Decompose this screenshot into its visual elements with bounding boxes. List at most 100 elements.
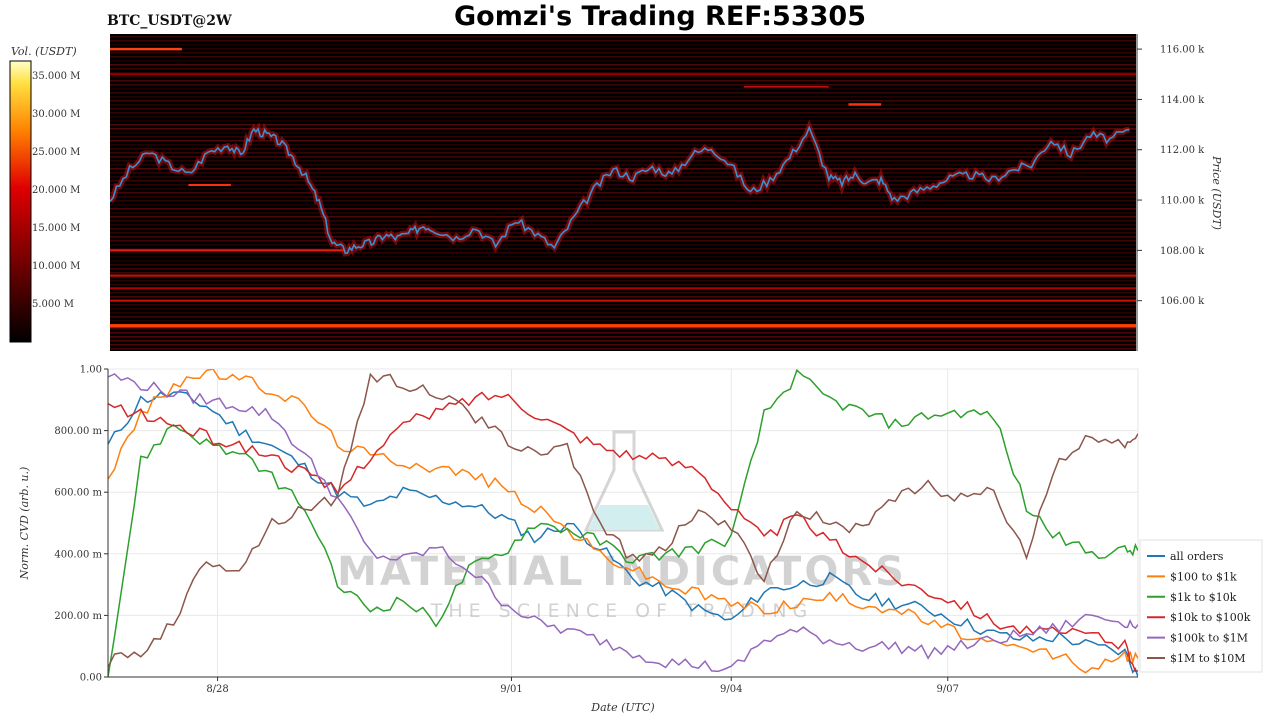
heatmap-band xyxy=(110,192,1136,194)
colorbar-tick-label: 25.000 M xyxy=(32,147,80,158)
heatmap-band xyxy=(110,268,1136,270)
heatmap-band xyxy=(110,152,1136,154)
heatmap-level xyxy=(110,299,1136,302)
heatmap-band xyxy=(110,144,1136,146)
price-tick-label: 114.00 k xyxy=(1160,95,1205,106)
heatmap-band xyxy=(110,156,1136,158)
heatmap-band xyxy=(110,180,1136,182)
heatmap-band xyxy=(110,348,1136,350)
heatmap-band xyxy=(110,312,1136,314)
heatmap-band xyxy=(110,212,1136,214)
heatmap-band xyxy=(110,68,1136,70)
heatmap-band xyxy=(110,100,1136,102)
heatmap-band xyxy=(110,140,1136,142)
heatmap-band xyxy=(110,80,1136,82)
heatmap-band xyxy=(110,200,1136,202)
price-tick-label: 110.00 k xyxy=(1160,196,1205,207)
cvd-tick-label: 1.00 xyxy=(80,365,102,376)
heatmap-band xyxy=(110,148,1136,150)
heatmap-band xyxy=(110,304,1136,306)
date-tick-label: 8/28 xyxy=(206,684,228,695)
heatmap-band xyxy=(110,168,1136,170)
heatmap-band xyxy=(110,252,1136,254)
cvd-series-line xyxy=(108,372,1138,668)
date-tick-label: 9/01 xyxy=(500,684,522,695)
heatmap-band xyxy=(110,260,1136,262)
cvd-series-line xyxy=(108,373,1138,673)
heatmap-band xyxy=(110,280,1136,282)
cvd-tick-label: 0.00 xyxy=(80,673,102,684)
legend-entry: $100 to $1k xyxy=(1170,570,1237,583)
cvd-tick-label: 200.00 m xyxy=(54,611,102,622)
price-tick-label: 112.00 k xyxy=(1160,145,1205,156)
page-title: Gomzi's Trading REF:53305 xyxy=(454,1,866,32)
watermark-logo-icon xyxy=(583,430,665,532)
heatmap-level xyxy=(110,287,1136,289)
price-axis: 116.00 k 114.00 k 112.00 k 110.00 k 108.00 k… xyxy=(1137,45,1205,307)
heatmap-band xyxy=(110,52,1136,54)
heatmap-band xyxy=(110,272,1136,274)
heatmap-band xyxy=(110,96,1136,98)
cvd-tick-label: 400.00 m xyxy=(54,549,102,560)
price-line xyxy=(110,125,1130,255)
heatmap-band xyxy=(110,188,1136,190)
heatmap-band xyxy=(110,44,1136,46)
price-axis-label: Price (USDT) xyxy=(1210,155,1223,230)
heatmap-band xyxy=(110,128,1136,130)
heatmap-band xyxy=(110,328,1136,330)
heatmap-level xyxy=(110,324,1136,328)
heatmap-band xyxy=(110,204,1136,206)
heatmap-band xyxy=(110,116,1136,118)
heatmap-band xyxy=(110,228,1136,230)
colorbar-tick-label: 10.000 M xyxy=(32,261,80,272)
price-tick-label: 116.00 k xyxy=(1160,45,1205,56)
heatmap-level xyxy=(110,249,346,252)
heatmap-band xyxy=(110,60,1136,62)
heatmap-band xyxy=(110,296,1136,298)
legend: all orders $100 to $1k $1k to $10k $10k to … xyxy=(1139,539,1263,673)
heatmap-band xyxy=(110,92,1136,94)
heatmap-band xyxy=(110,208,1136,210)
heatmap-band xyxy=(110,76,1136,78)
colorbar-tick-label: 35.000 M xyxy=(32,71,80,82)
cvd-series-line xyxy=(108,369,1138,674)
heatmap-band xyxy=(110,160,1136,162)
legend-entry: $100k to $1M xyxy=(1170,632,1248,645)
heatmap-band xyxy=(110,240,1136,242)
legend-entry: all orders xyxy=(1170,550,1224,563)
date-axis-label: Date (UTC) xyxy=(590,701,654,714)
watermark-title: MATERIAL INDICATORS xyxy=(337,549,907,595)
heatmap-band xyxy=(110,276,1136,278)
symbol-label: BTC_USDT@2W xyxy=(107,13,232,29)
cvd-panel: MATERIAL INDICATORS THE SCIENCE OF TRADI… xyxy=(107,368,1139,678)
heatmap-level xyxy=(110,274,1136,277)
colorbar-tick-label: 30.000 M xyxy=(32,109,80,120)
heatmap-band xyxy=(110,164,1136,166)
date-tick-label: 9/04 xyxy=(720,684,742,695)
heatmap-band xyxy=(110,340,1136,342)
heatmap-band xyxy=(110,248,1136,250)
date-tick-label: 9/07 xyxy=(937,684,959,695)
heatmap-band xyxy=(110,256,1136,258)
heatmap-band xyxy=(110,108,1136,110)
heatmap-level xyxy=(848,103,882,106)
cvd-plot-area xyxy=(107,368,1139,678)
heatmap-band xyxy=(110,292,1136,294)
cvd-series-line xyxy=(108,391,1138,673)
heatmap-band xyxy=(110,336,1136,338)
cvd-axis-label: Norm. CVD (arb. u.) xyxy=(18,467,31,581)
legend-entry: $1M to $10M xyxy=(1170,652,1246,665)
heatmap-band xyxy=(110,72,1136,74)
colorbar-tick-label: 20.000 M xyxy=(32,185,80,196)
heatmap-band xyxy=(110,344,1136,346)
heatmap-band xyxy=(110,48,1136,50)
heatmap-band xyxy=(110,316,1136,318)
heatmap-level xyxy=(743,86,829,88)
price-tick-label: 108.00 k xyxy=(1160,246,1205,257)
colorbar-label: Vol. (USDT) xyxy=(11,45,77,58)
heatmap-level xyxy=(188,183,231,186)
heatmap-band xyxy=(110,184,1136,186)
heatmap-band xyxy=(110,64,1136,66)
heatmap-band xyxy=(110,88,1136,90)
